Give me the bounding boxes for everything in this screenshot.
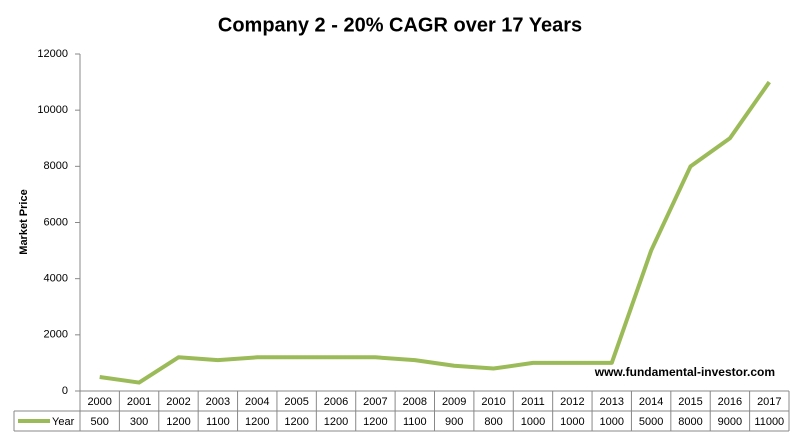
x-tick-label: 2003 xyxy=(206,396,230,408)
data-table-value: 1100 xyxy=(403,416,427,428)
data-table-value: 11000 xyxy=(754,416,784,428)
y-tick-label: 0 xyxy=(62,385,68,397)
data-table-value: 800 xyxy=(484,416,502,428)
x-tick-label: 2001 xyxy=(127,396,151,408)
data-table-value: 1200 xyxy=(166,416,190,428)
y-axis-label: Market Price xyxy=(18,189,30,254)
legend-label: Year xyxy=(52,416,75,428)
data-table-value: 9000 xyxy=(718,416,742,428)
data-table-value: 1200 xyxy=(363,416,387,428)
x-tick-label: 2013 xyxy=(600,396,624,408)
data-table-value: 1200 xyxy=(284,416,308,428)
data-line xyxy=(99,80,771,385)
x-tick-label: 2011 xyxy=(521,396,545,408)
x-tick-label: 2005 xyxy=(284,396,308,408)
y-tick-label: 2000 xyxy=(44,329,68,341)
y-tick-label: 4000 xyxy=(44,273,68,285)
x-tick-label: 2012 xyxy=(560,396,584,408)
data-table-value: 900 xyxy=(445,416,463,428)
annotation: www.fundamental-investor.com xyxy=(594,365,775,379)
data-table-value: 1000 xyxy=(600,416,624,428)
data-table-value: 1200 xyxy=(324,416,348,428)
data-table-value: 500 xyxy=(91,416,109,428)
data-table-value: 5000 xyxy=(639,416,663,428)
x-tick-label: 2014 xyxy=(639,396,663,408)
y-tick-label: 8000 xyxy=(44,160,68,172)
data-table-value: 8000 xyxy=(678,416,702,428)
chart-title: Company 2 - 20% CAGR over 17 Years xyxy=(218,14,582,36)
x-tick-label: 2015 xyxy=(678,396,702,408)
data-table-value: 1000 xyxy=(521,416,545,428)
data-table-value: 1000 xyxy=(560,416,584,428)
x-tick-label: 2008 xyxy=(403,396,427,408)
x-tick-label: 2007 xyxy=(363,396,387,408)
x-tick-label: 2010 xyxy=(481,396,505,408)
x-tick-label: 2006 xyxy=(324,396,348,408)
x-tick-label: 2004 xyxy=(245,396,269,408)
x-tick-label: 2009 xyxy=(442,396,466,408)
y-tick-label: 12000 xyxy=(37,48,68,60)
x-tick-label: 2016 xyxy=(718,396,742,408)
y-tick-label: 10000 xyxy=(37,104,68,116)
x-tick-label: 2002 xyxy=(166,396,190,408)
data-table-value: 1200 xyxy=(245,416,269,428)
x-tick-label: 2000 xyxy=(87,396,111,408)
data-table-value: 1100 xyxy=(206,416,230,428)
data-table-value: 300 xyxy=(130,416,148,428)
y-tick-label: 6000 xyxy=(44,216,68,228)
x-tick-label: 2017 xyxy=(757,396,781,408)
